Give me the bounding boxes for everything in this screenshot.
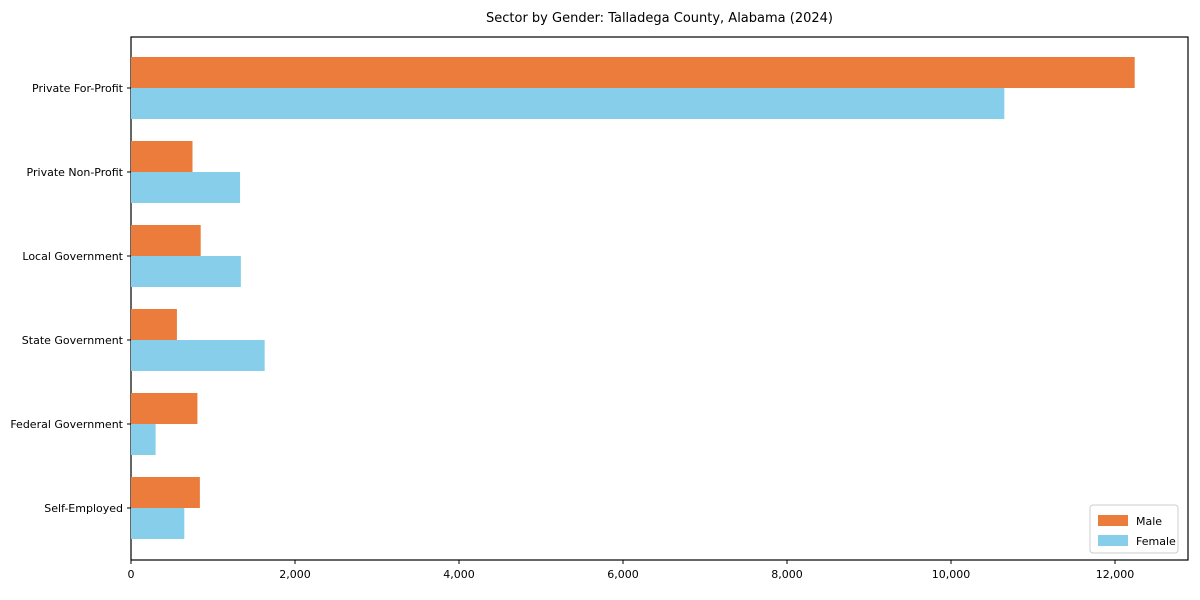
y-axis-label: Federal Government <box>10 418 123 431</box>
plot-area-border <box>130 36 1189 561</box>
y-axis-label: Private Non-Profit <box>27 166 124 179</box>
legend-swatch-male <box>1098 515 1128 526</box>
bar-female-2 <box>131 256 241 287</box>
x-tick-label: 10,000 <box>932 568 971 581</box>
legend-swatch-female <box>1098 535 1128 546</box>
chart-title: Sector by Gender: Talladega County, Alab… <box>486 11 833 26</box>
x-tick-label: 8,000 <box>771 568 803 581</box>
bar-female-3 <box>131 340 265 371</box>
bar-male-5 <box>131 477 200 508</box>
bar-female-1 <box>131 172 241 203</box>
x-tick-label: 4,000 <box>443 568 475 581</box>
bar-male-2 <box>131 225 201 256</box>
bar-male-0 <box>131 57 1135 88</box>
bar-female-5 <box>131 508 185 539</box>
x-tick-label: 12,000 <box>1096 568 1135 581</box>
y-axis-label: Private For-Profit <box>32 82 124 95</box>
bar-female-4 <box>131 424 156 455</box>
x-tick-label: 2,000 <box>279 568 311 581</box>
bar-male-1 <box>131 141 193 172</box>
legend-label-female: Female <box>1136 535 1176 548</box>
bar-female-0 <box>131 88 1005 119</box>
x-tick-label: 0 <box>128 568 135 581</box>
bar-male-3 <box>131 309 177 340</box>
bar-male-4 <box>131 393 198 424</box>
x-tick-label: 6,000 <box>607 568 639 581</box>
y-axis-label: Self-Employed <box>44 502 123 515</box>
y-axis-label: Local Government <box>22 250 123 263</box>
y-axis-label: State Government <box>22 334 124 347</box>
legend-label-male: Male <box>1136 515 1162 528</box>
